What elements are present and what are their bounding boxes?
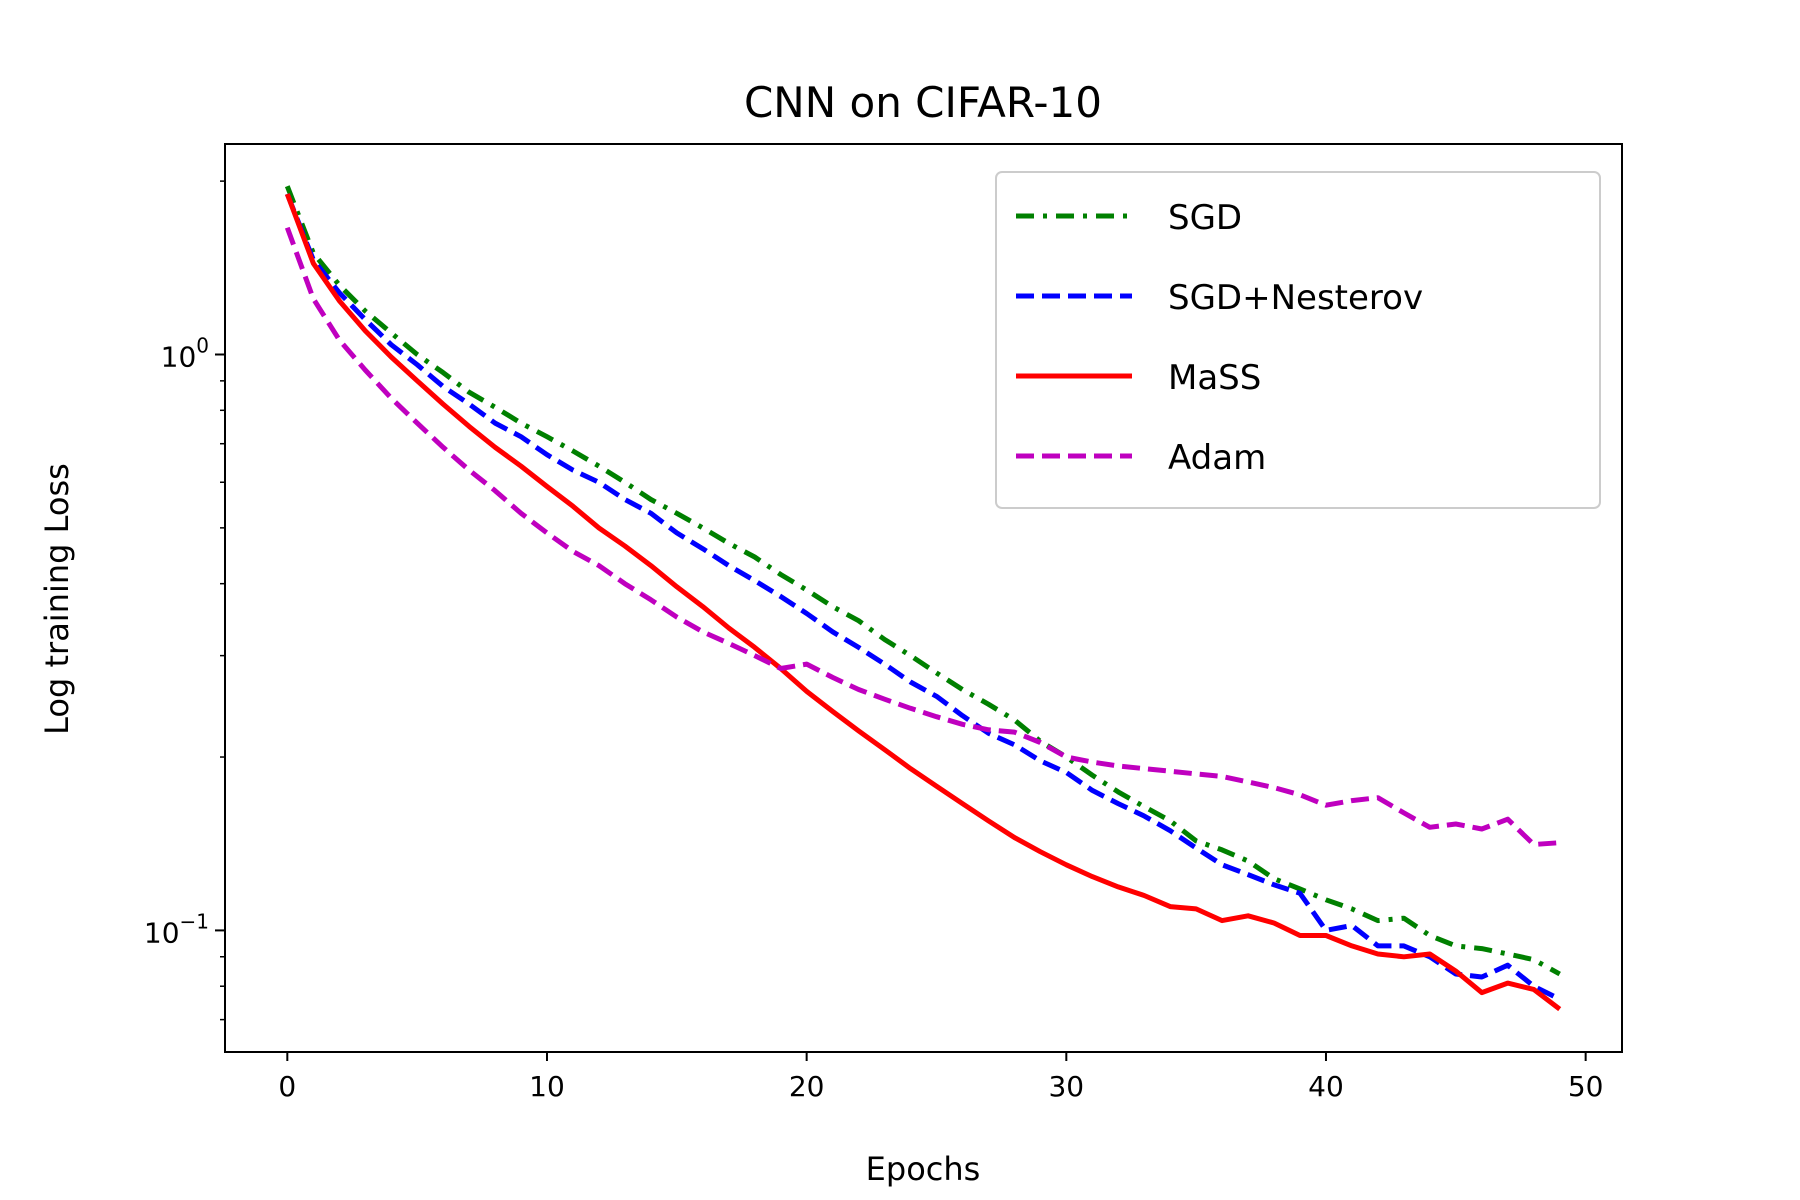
y-axis-label: Log training Loss bbox=[38, 463, 76, 735]
x-tick-label: 0 bbox=[278, 1070, 296, 1103]
legend-label-mass: MaSS bbox=[1168, 358, 1261, 398]
x-tick-label: 10 bbox=[529, 1070, 565, 1103]
chart-title: CNN on CIFAR-10 bbox=[744, 78, 1102, 127]
series-line-mass bbox=[284, 193, 1562, 1012]
y-tick-label: 100 bbox=[161, 333, 209, 373]
legend: SGD SGD+Nesterov MaSS Adam bbox=[995, 171, 1601, 509]
x-tick-label: 50 bbox=[1568, 1070, 1604, 1103]
series-line-sgd bbox=[284, 185, 1561, 977]
ticks-layer: 0 10 20 30 40 50 100 10−1 bbox=[144, 180, 1604, 1103]
legend-box bbox=[995, 171, 1601, 509]
x-tick-label: 30 bbox=[1048, 1070, 1084, 1103]
plot-frame bbox=[224, 143, 1623, 1053]
x-axis-label: Epochs bbox=[866, 1150, 981, 1188]
x-tick-label: 20 bbox=[789, 1070, 825, 1103]
series-line-adam bbox=[284, 226, 1560, 847]
legend-label-sgd: SGD bbox=[1168, 198, 1242, 238]
legend-label-adam: Adam bbox=[1168, 438, 1266, 478]
series-line-sgd-nesterov bbox=[284, 193, 1561, 1002]
series-layer bbox=[284, 185, 1562, 1012]
x-tick-label: 40 bbox=[1308, 1070, 1344, 1103]
y-tick-label: 10−1 bbox=[144, 909, 209, 949]
legend-label-sgd-nesterov: SGD+Nesterov bbox=[1168, 278, 1423, 318]
